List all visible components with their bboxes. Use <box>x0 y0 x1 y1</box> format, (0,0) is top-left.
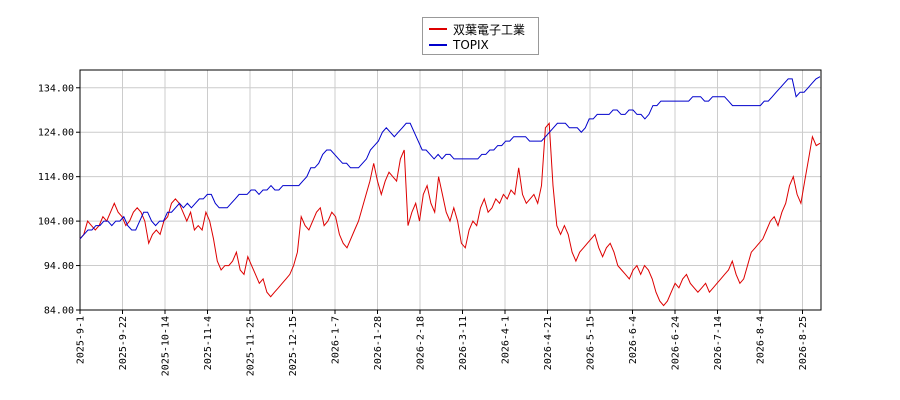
y-tick-label: 114.00 <box>38 172 74 183</box>
legend-item-series-1: 双葉電子工業 <box>429 21 525 37</box>
x-tick-label: 2025-11-4 <box>203 316 214 370</box>
legend-item-series-2: TOPIX <box>429 37 489 53</box>
grid <box>80 70 821 311</box>
y-axis: 84.00 94.00 104.00 114.00 124.00 134.00 <box>38 83 80 317</box>
legend-label: 双葉電子工業 <box>453 22 526 37</box>
x-tick-label: 2026-8-4 <box>756 316 767 364</box>
x-tick-label: 2025-10-14 <box>161 316 172 376</box>
x-tick-label: 2026-7-14 <box>713 316 724 370</box>
y-tick-label: 124.00 <box>38 128 74 139</box>
x-axis: 2025-9-1 2025-9-22 2025-10-14 2025-11-4 2025… <box>76 310 809 376</box>
x-tick-label: 2026-6-4 <box>628 316 639 364</box>
legend-label: TOPIX <box>453 38 489 52</box>
x-tick-label: 2026-2-18 <box>416 316 427 370</box>
x-tick-label: 2026-4-1 <box>501 316 512 364</box>
x-tick-label: 2025-9-22 <box>118 316 129 370</box>
legend-swatch-blue <box>429 44 447 46</box>
y-tick-label: 134.00 <box>38 83 74 94</box>
x-tick-label: 2026-1-7 <box>331 316 342 364</box>
legend: 双葉電子工業 TOPIX <box>422 17 539 55</box>
legend-swatch-red <box>429 28 447 30</box>
x-tick-label: 2026-3-11 <box>458 316 469 370</box>
x-tick-label: 2026-6-24 <box>671 316 682 370</box>
series-line-2 <box>79 76 821 240</box>
x-tick-label: 2026-5-15 <box>586 316 597 370</box>
plot-area-border <box>79 69 822 311</box>
x-tick-label: 2025-9-1 <box>76 316 87 364</box>
x-tick-label: 2025-12-15 <box>288 316 299 376</box>
y-tick-label: 104.00 <box>38 217 74 228</box>
series-line-1 <box>79 122 821 307</box>
y-tick-label: 94.00 <box>44 261 74 272</box>
x-tick-label: 2025-11-25 <box>246 316 257 376</box>
x-tick-label: 2026-1-28 <box>373 316 384 370</box>
y-tick-label: 84.00 <box>44 306 74 317</box>
x-tick-label: 2026-8-25 <box>798 316 809 370</box>
x-tick-label: 2026-4-21 <box>543 316 554 370</box>
series-lines <box>79 76 821 307</box>
